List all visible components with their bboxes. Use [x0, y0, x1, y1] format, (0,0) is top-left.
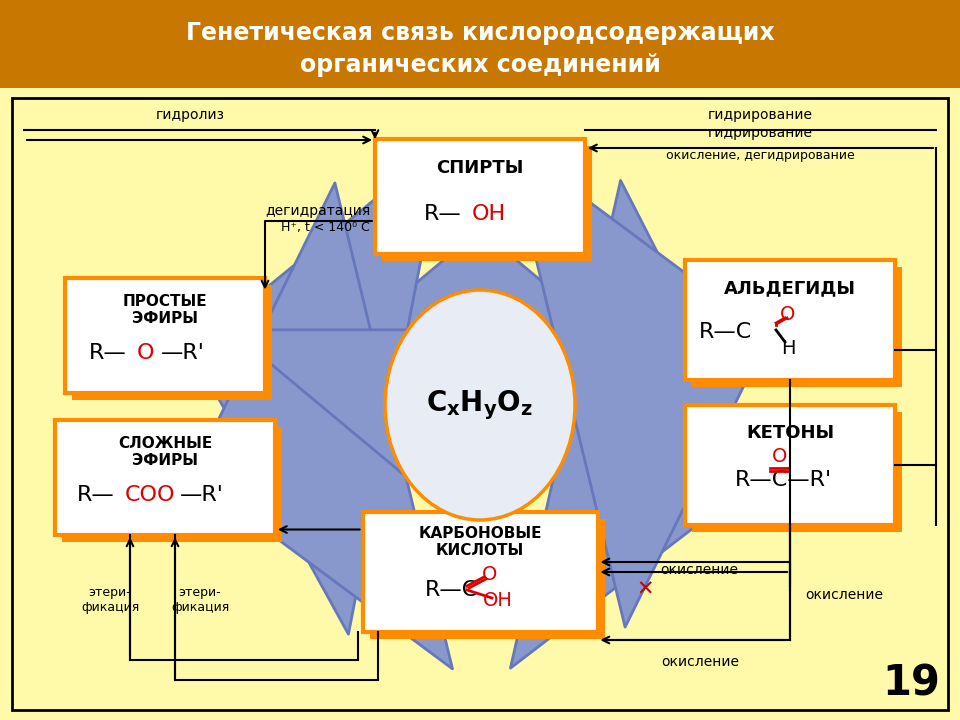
Bar [72, 284, 272, 400]
Text: СПИРТЫ: СПИРТЫ [436, 159, 524, 177]
Text: окисление: окисление [805, 588, 883, 602]
Bar [382, 145, 592, 261]
Bar [375, 138, 585, 253]
Text: O: O [137, 343, 155, 363]
Text: OH: OH [483, 590, 513, 610]
Text: 19: 19 [882, 663, 940, 705]
Text: Генетическая связь кислородсодержащих: Генетическая связь кислородсодержащих [185, 21, 775, 45]
Text: O: O [772, 448, 788, 467]
Bar [12, 98, 948, 710]
Text: гидрирование: гидрирование [708, 108, 812, 122]
Text: АЛЬДЕГИДЫ: АЛЬДЕГИДЫ [724, 279, 856, 297]
Bar [370, 519, 605, 639]
Bar [55, 420, 275, 534]
Text: R—: R— [89, 343, 127, 363]
Bar [0, 0, 960, 88]
Bar [62, 426, 282, 541]
Text: окисление: окисление [661, 655, 739, 669]
Text: этери-
фикация: этери- фикация [171, 586, 229, 614]
Ellipse shape [385, 290, 575, 520]
Text: органических соединений: органических соединений [300, 53, 660, 77]
Bar [692, 412, 902, 532]
Text: окисление, дегидрирование: окисление, дегидрирование [665, 149, 854, 162]
Bar [685, 405, 895, 525]
Text: ✕: ✕ [636, 580, 654, 600]
Text: КАРБОНОВЫЕ
КИСЛОТЫ: КАРБОНОВЫЕ КИСЛОТЫ [419, 526, 541, 558]
Text: H⁺, t < 140⁰ C: H⁺, t < 140⁰ C [281, 222, 370, 235]
Bar [685, 260, 895, 380]
Text: O: O [482, 565, 497, 585]
Bar [692, 267, 902, 387]
Text: H: H [780, 338, 795, 358]
Text: O: O [780, 305, 796, 325]
Text: СЛОЖНЫЕ
ЭФИРЫ: СЛОЖНЫЕ ЭФИРЫ [118, 436, 212, 468]
Text: ПРОСТЫЕ
ЭФИРЫ: ПРОСТЫЕ ЭФИРЫ [123, 294, 207, 326]
Text: R—C: R—C [699, 322, 752, 342]
Text: гидрирование: гидрирование [708, 126, 812, 140]
Text: —R': —R' [161, 343, 204, 363]
Text: R—C—R': R—C—R' [735, 470, 832, 490]
Text: R—: R— [77, 485, 115, 505]
Text: R—C: R—C [425, 580, 478, 600]
Text: COO: COO [125, 485, 176, 505]
Text: R—: R— [424, 204, 462, 224]
Text: окисление: окисление [660, 563, 738, 577]
Text: этери-
фикация: этери- фикация [81, 586, 139, 614]
Text: КЕТОНЫ: КЕТОНЫ [746, 424, 834, 442]
Text: дегидратация: дегидратация [265, 204, 370, 218]
Text: гидролиз: гидролиз [156, 108, 225, 122]
Bar [363, 512, 597, 632]
Text: —R': —R' [180, 485, 224, 505]
Text: $\mathbf{C_xH_yO_z}$: $\mathbf{C_xH_yO_z}$ [426, 388, 534, 422]
Text: OH: OH [472, 204, 506, 224]
Bar [65, 277, 265, 392]
